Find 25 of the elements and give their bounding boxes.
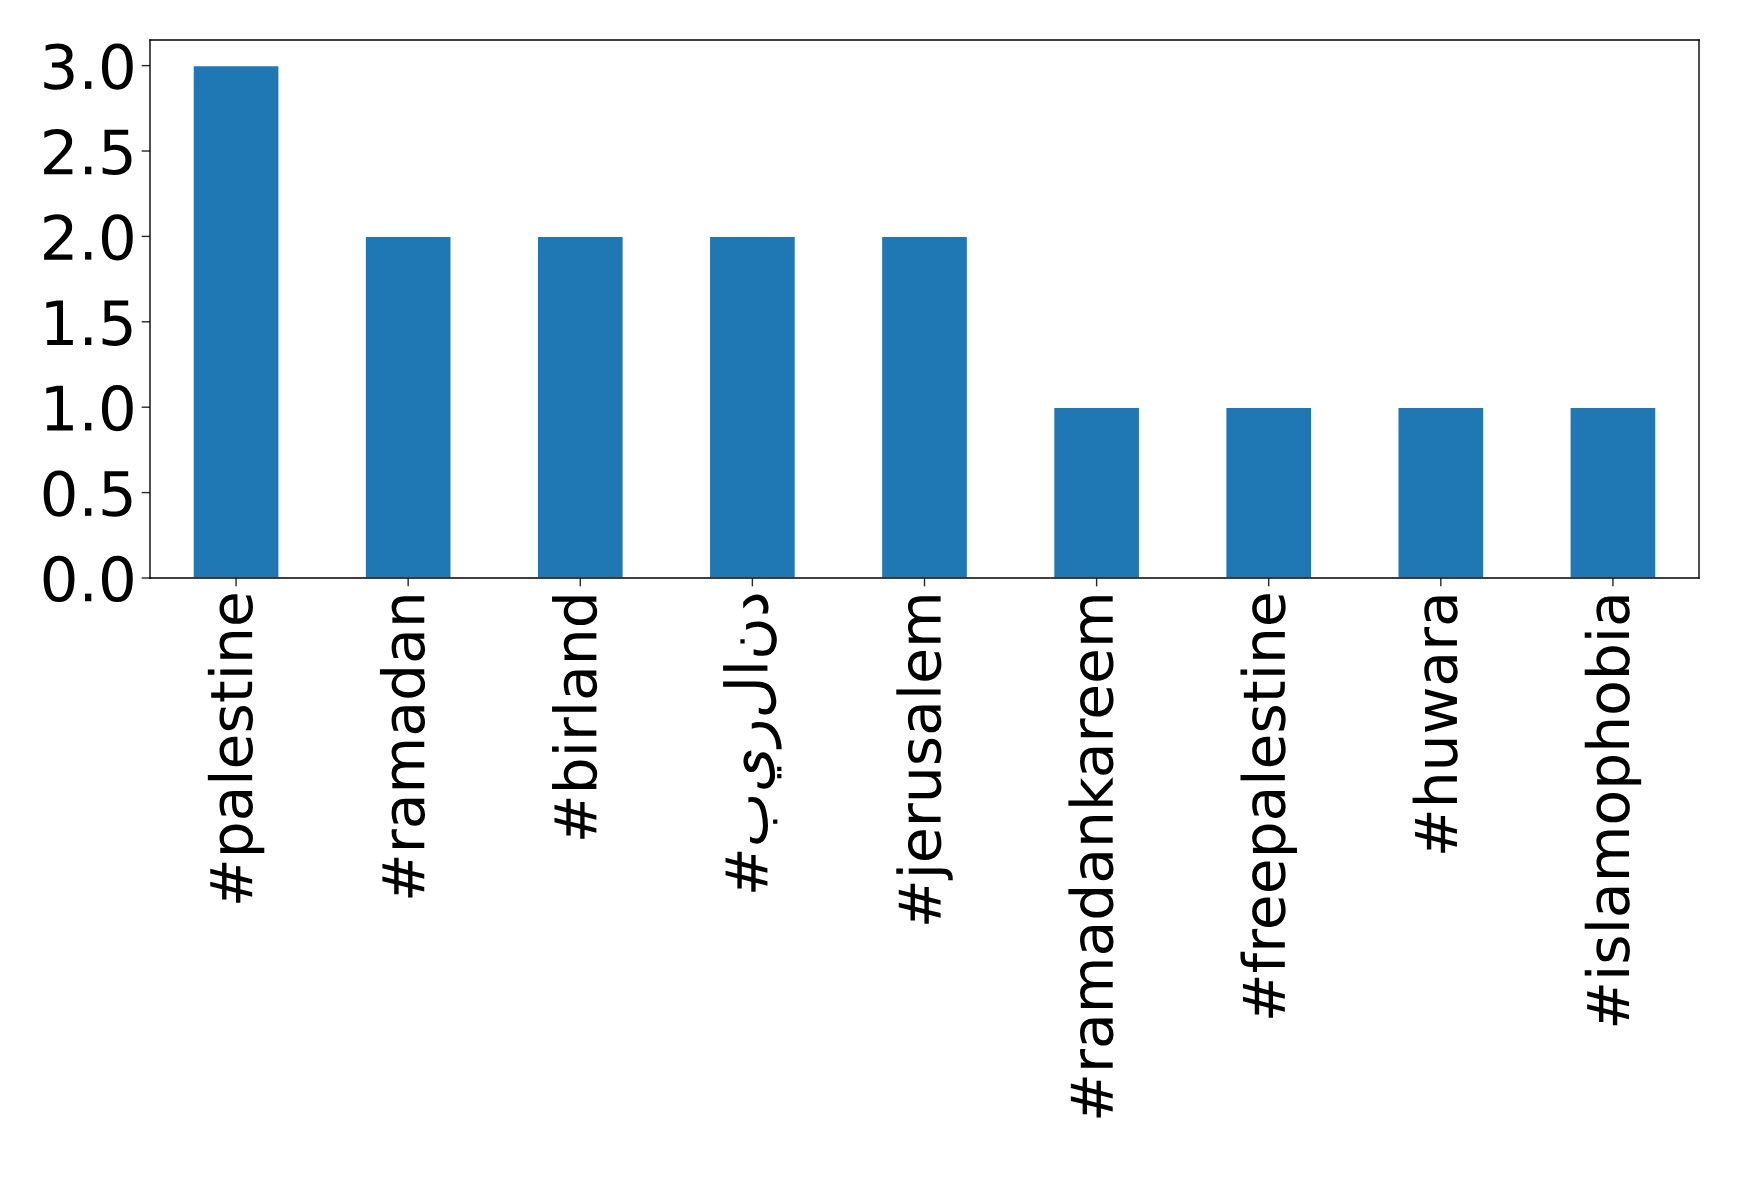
x-tick-label: #freepalestine xyxy=(1240,594,1297,1018)
x-tick-label: #ramadankareem xyxy=(1068,596,1114,1118)
y-tick-label: 0.5 xyxy=(43,470,132,517)
y-tick-label: 0.0 xyxy=(43,555,133,603)
bar xyxy=(708,235,797,578)
y-tick-label: 2.5 xyxy=(44,128,132,176)
x-tick-label: #islamophobia xyxy=(1584,596,1642,1026)
bar xyxy=(536,235,625,578)
x-tick-label: #huwara xyxy=(1412,596,1458,853)
y-tick-label: 1.0 xyxy=(46,385,133,432)
bar xyxy=(1569,406,1657,578)
bar xyxy=(364,235,452,578)
y-tick-label: 3.0 xyxy=(44,43,133,90)
x-tick-label: #palestine xyxy=(207,594,265,903)
bar xyxy=(1052,406,1141,578)
bar xyxy=(1397,406,1485,578)
y-tick-label: 2.0 xyxy=(44,214,133,261)
x-tick-label: #birland xyxy=(552,596,598,839)
y-tick-label: 1.5 xyxy=(46,300,132,346)
bar xyxy=(880,235,969,578)
x-tick-label: #ramadan xyxy=(379,596,426,898)
bar xyxy=(1224,406,1313,578)
x-tick-label: #بيرلاند xyxy=(723,594,782,892)
x-tick-label: #jerusalem xyxy=(896,596,953,924)
bar xyxy=(192,64,280,578)
